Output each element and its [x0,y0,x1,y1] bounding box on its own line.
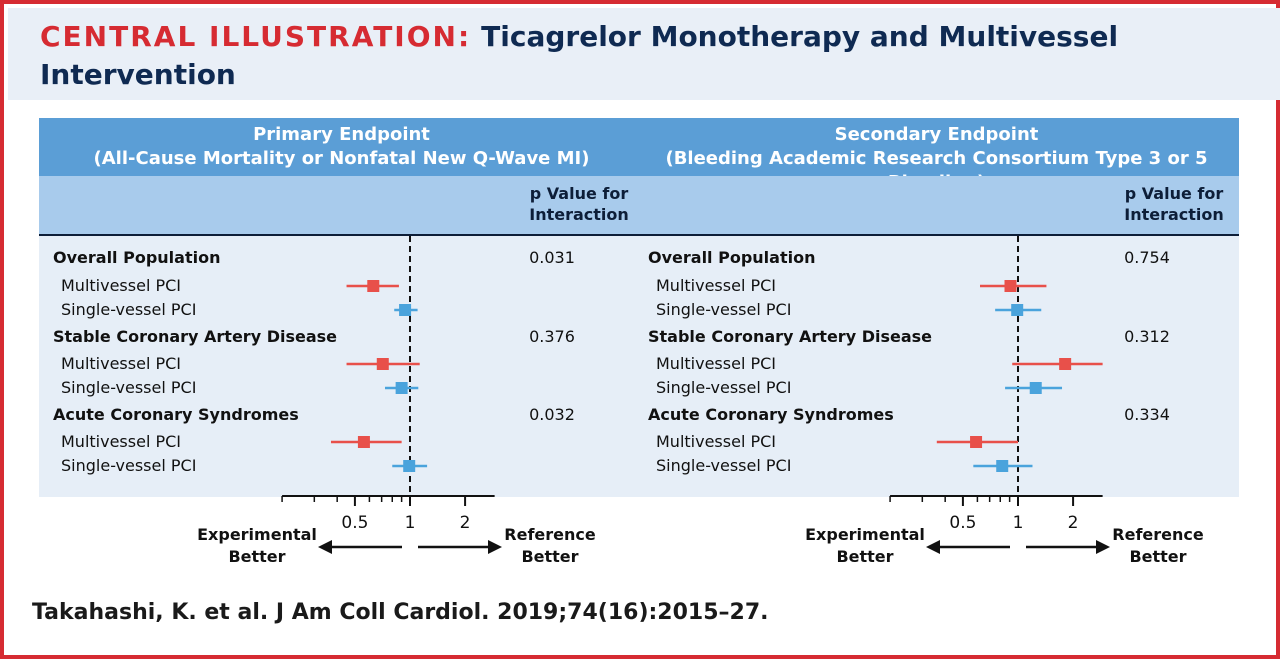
x-axis-tick-label: 2 [460,513,471,533]
single-vessel-hr-marker [1011,304,1024,316]
row-label-multivessel: Multivessel PCI [61,432,182,451]
p-value-stable-cad: 0.376 [529,327,575,346]
p-value-header-line-2: Interaction [529,205,629,224]
arrow-label-line: Better [521,547,579,566]
single-vessel-hr-marker [395,382,408,394]
group-label-stable-cad: Stable Coronary Artery Disease [648,327,932,346]
x-axis-tick-label: 0.5 [341,513,368,533]
arrow-label-line: Experimental [197,525,317,544]
left-arrow-head [318,540,332,554]
x-axis-tick-label: 0.5 [949,513,976,533]
p-value-header-line-1: p Value for [1124,184,1224,203]
single-vessel-hr-marker [403,460,416,472]
multivessel-hr-marker [970,436,983,448]
row-label-single-vessel: Single-vessel PCI [61,456,197,475]
title-text: Ticagrelor Monotherapy and Multivessel [481,20,1119,53]
row-label-single-vessel: Single-vessel PCI [656,378,792,397]
secondary-endpoint-panel: Secondary Endpoint (Bleeding Academic Re… [634,118,1239,497]
citation: Takahashi, K. et al. J Am Coll Cardiol. … [32,600,769,625]
group-label-acs: Acute Coronary Syndromes [648,405,894,424]
experimental-better-label: Experimental Better [804,524,926,568]
p-value-header: p Value for Interaction [1119,183,1229,225]
row-label-multivessel: Multivessel PCI [61,354,182,373]
panel-subheader: p Value for Interaction [39,176,644,236]
x-axis-tick-label: 1 [405,513,416,533]
title-line-2: Intervention [40,58,236,91]
panel-header: Primary Endpoint (All-Cause Mortality or… [39,118,644,176]
multivessel-hr-marker [1059,358,1072,370]
reference-better-label: Reference Better [500,524,600,568]
row-label-single-vessel: Single-vessel PCI [61,378,197,397]
title-line-1: CENTRAL ILLUSTRATION: Ticagrelor Monother… [40,20,1118,54]
single-vessel-hr-marker [996,460,1009,472]
right-arrow-head [488,540,502,554]
arrow-label-line: Experimental [805,525,925,544]
title-bar: CENTRAL ILLUSTRATION: Ticagrelor Monother… [8,8,1280,100]
row-label-multivessel: Multivessel PCI [656,354,777,373]
group-label-acs: Acute Coronary Syndromes [53,405,299,424]
multivessel-hr-marker [376,358,389,370]
arrow-label-line: Better [228,547,286,566]
x-axis-tick-label: 2 [1068,513,1079,533]
panel-title: Secondary Endpoint [834,124,1039,145]
row-label-single-vessel: Single-vessel PCI [656,456,792,475]
central-illustration-label: CENTRAL ILLUSTRATION: [40,20,472,53]
multivessel-hr-marker [1004,280,1017,292]
group-label-overall: Overall Population [53,248,221,267]
panel-title: Primary Endpoint [253,124,430,145]
row-label-multivessel: Multivessel PCI [656,432,777,451]
multivessel-hr-marker [357,436,370,448]
panel-subheader: p Value for Interaction [634,176,1239,236]
reference-better-label: Reference Better [1108,524,1208,568]
left-arrow-head [926,540,940,554]
p-value-header-line-1: p Value for [529,184,629,203]
p-value-header: p Value for Interaction [524,183,634,225]
panel-subtitle: (All-Cause Mortality or Nonfatal New Q-W… [93,148,590,169]
arrow-label-line: Reference [504,525,596,544]
p-value-acs: 0.334 [1124,405,1170,424]
p-value-header-line-2: Interaction [1124,205,1224,224]
right-arrow-head [1096,540,1110,554]
single-vessel-hr-marker [1029,382,1042,394]
row-label-multivessel: Multivessel PCI [61,276,182,295]
group-label-stable-cad: Stable Coronary Artery Disease [53,327,337,346]
multivessel-hr-marker [367,280,380,292]
p-value-acs: 0.032 [529,405,575,424]
row-label-multivessel: Multivessel PCI [656,276,777,295]
p-value-overall: 0.031 [529,248,575,267]
single-vessel-hr-marker [399,304,412,316]
arrow-label-line: Better [1129,547,1187,566]
panel-header: Secondary Endpoint (Bleeding Academic Re… [634,118,1239,193]
arrow-label-line: Reference [1112,525,1204,544]
p-value-stable-cad: 0.312 [1124,327,1170,346]
primary-endpoint-panel: Primary Endpoint (All-Cause Mortality or… [39,118,644,497]
experimental-better-label: Experimental Better [196,524,318,568]
row-label-single-vessel: Single-vessel PCI [61,300,197,319]
row-label-single-vessel: Single-vessel PCI [656,300,792,319]
group-label-overall: Overall Population [648,248,816,267]
x-axis-tick-label: 1 [1013,513,1024,533]
arrow-label-line: Better [836,547,894,566]
p-value-overall: 0.754 [1124,248,1170,267]
